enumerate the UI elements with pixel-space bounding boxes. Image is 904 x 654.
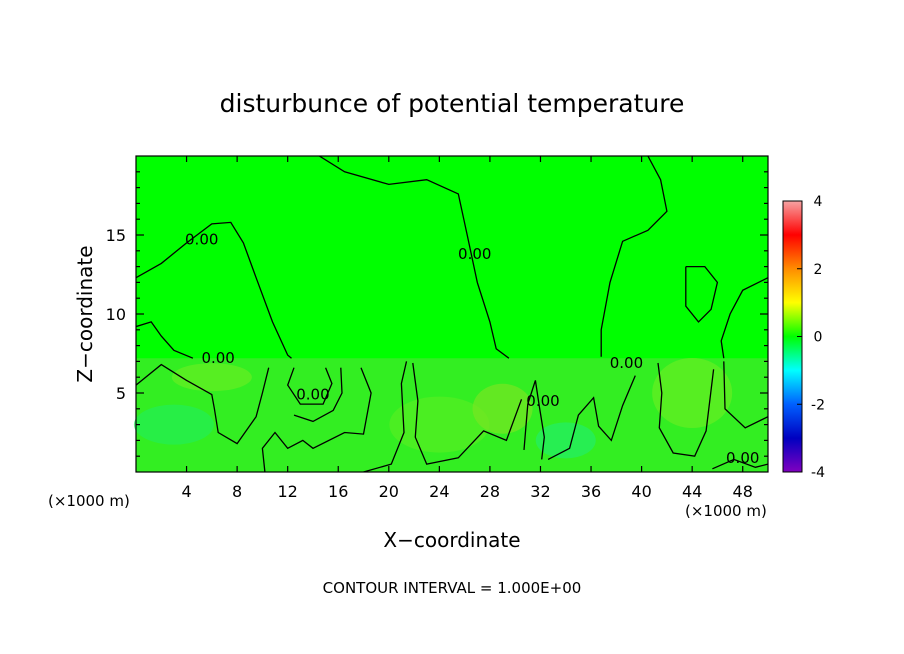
contour-line (286, 367, 333, 405)
plot-area (133, 156, 768, 472)
anomaly-patch-0 (171, 363, 252, 392)
contour-line (685, 265, 719, 323)
contour-line (712, 458, 768, 470)
contour-line (136, 363, 270, 445)
anomaly-patch-2 (472, 383, 533, 434)
contour-label: 0.00 (201, 349, 234, 367)
x-tick-label: 4 (181, 482, 191, 501)
contour-label: 0.00 (610, 354, 643, 372)
x-unit-left: (×1000 m) (48, 492, 130, 510)
contour-line (547, 375, 636, 460)
y-tick-label: 5 (116, 384, 126, 403)
x-tick-label: 44 (682, 482, 702, 501)
x-axis-label: X−coordinate (383, 528, 520, 552)
colorbar-tick-label: 0 (814, 330, 823, 346)
y-tick-label: 10 (106, 305, 126, 324)
colorbar-tick-label: 2 (814, 262, 823, 278)
x-tick-label: 36 (581, 482, 601, 501)
contour-line (261, 367, 372, 472)
y-tick-label: 15 (106, 226, 126, 245)
x-tick-label: 40 (631, 482, 651, 501)
contour-label: 0.00 (526, 392, 559, 410)
colorbar: 4 2 0 -2 -4 (782, 194, 825, 481)
contour-lines (136, 156, 768, 472)
contour-line (523, 380, 545, 460)
contour-interval-note: CONTOUR INTERVAL = 1.000E+00 (323, 579, 582, 597)
y-axis-label: Z−coordinate (73, 245, 97, 382)
contour-line (600, 156, 668, 357)
anomaly-patch-3 (652, 358, 733, 428)
contour-line (136, 221, 292, 359)
chart-title: disturbunce of potential temperature (220, 89, 685, 118)
x-tick-label: 8 (232, 482, 242, 501)
anomaly-patch-4 (133, 404, 214, 445)
contour-line (720, 277, 768, 359)
contour-label: 0.00 (458, 245, 491, 263)
x-tick-label: 12 (278, 482, 298, 501)
colorbar-tick-label: -4 (811, 465, 825, 481)
x-tick-label: 48 (733, 482, 753, 501)
x-unit-right: (×1000 m) (685, 502, 767, 520)
contour-line (412, 362, 523, 465)
x-tick-label: 32 (530, 482, 550, 501)
contour-line (293, 367, 343, 423)
x-tick-label: 28 (480, 482, 500, 501)
contour-label: 0.00 (726, 449, 759, 467)
x-tick-label: 16 (328, 482, 348, 501)
contour-line (136, 321, 194, 359)
contour-labels: 0.00 0.00 0.00 0.00 0.00 0.00 0.00 (185, 231, 759, 467)
colorbar-tick-label: 4 (814, 194, 823, 210)
contour-label: 0.00 (296, 386, 329, 404)
contour-line (318, 156, 510, 359)
contour-label: 0.00 (185, 231, 218, 249)
x-tick-label: 24 (429, 482, 449, 501)
anomaly-patch-5 (535, 422, 596, 459)
contour-line (657, 362, 715, 457)
colorbar-tick-label: -2 (811, 397, 825, 413)
x-tick-label: 20 (379, 482, 399, 501)
anomaly-patch-1 (389, 396, 490, 453)
contour-line (723, 361, 768, 429)
contour-line (363, 361, 408, 472)
